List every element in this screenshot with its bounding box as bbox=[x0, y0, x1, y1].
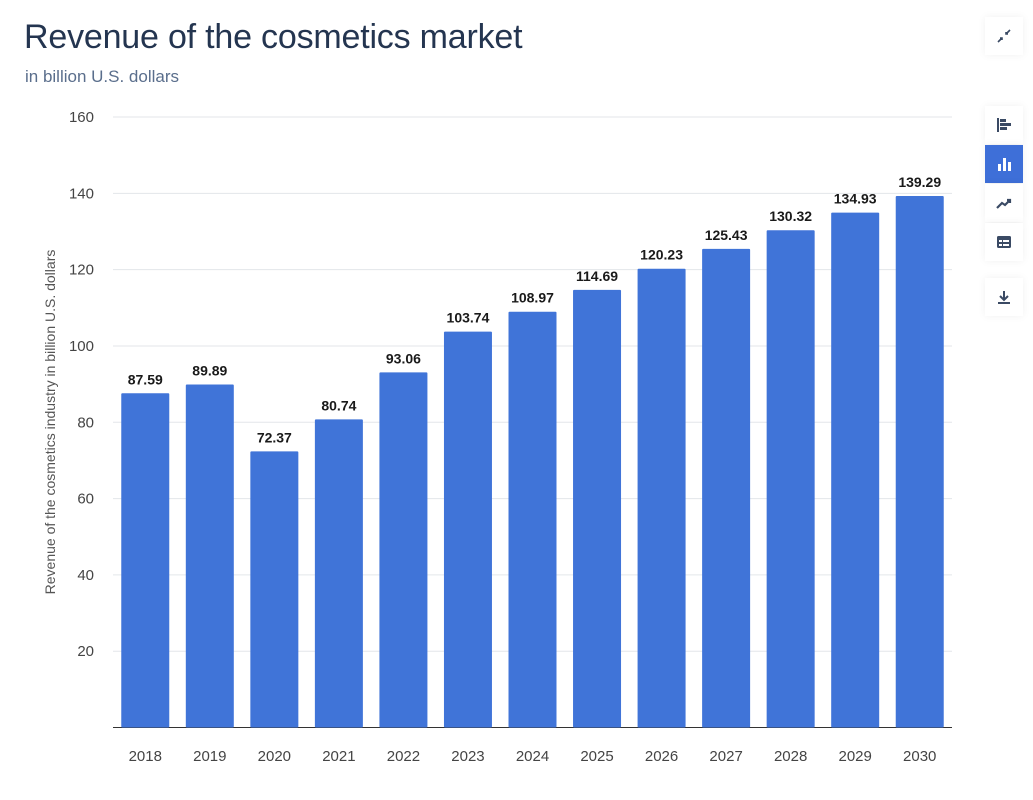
bar bbox=[443, 331, 492, 728]
download-button[interactable] bbox=[985, 278, 1023, 316]
y-axis-label: Revenue of the cosmetics industry in bil… bbox=[42, 250, 58, 595]
data-label: 120.23 bbox=[640, 247, 683, 263]
data-label: 130.32 bbox=[769, 208, 812, 224]
bar bbox=[573, 289, 622, 728]
x-tick-label: 2022 bbox=[387, 748, 420, 765]
x-tick-label: 2027 bbox=[709, 748, 742, 765]
bar bbox=[637, 268, 686, 728]
data-label: 72.37 bbox=[257, 429, 292, 445]
bar bbox=[766, 230, 815, 728]
x-tick-label: 2028 bbox=[774, 748, 807, 765]
table-icon bbox=[997, 236, 1011, 248]
x-tick-label: 2020 bbox=[258, 748, 291, 765]
chart-subtitle: in billion U.S. dollars bbox=[25, 67, 180, 86]
bar bbox=[250, 451, 299, 728]
collapse-button[interactable] bbox=[985, 17, 1023, 55]
bar bbox=[121, 393, 170, 728]
data-label: 134.93 bbox=[834, 191, 877, 207]
y-tick-label: 120 bbox=[69, 262, 94, 279]
data-label: 80.74 bbox=[321, 397, 356, 413]
x-tick-label: 2021 bbox=[322, 748, 355, 765]
data-label: 114.69 bbox=[576, 268, 618, 284]
bar bbox=[185, 384, 234, 728]
bar-chart-icon bbox=[998, 158, 1011, 171]
y-tick-label: 80 bbox=[77, 414, 94, 431]
bar bbox=[895, 196, 944, 728]
y-tick-label: 140 bbox=[69, 185, 94, 202]
bar-chart: 20 40 60 80 100 120 140 160 87.59 2018 89.89 2019 72… bbox=[42, 109, 952, 765]
bar bbox=[314, 419, 363, 728]
y-tick-label: 160 bbox=[69, 109, 94, 126]
line-chart-icon bbox=[996, 198, 1012, 209]
download-icon bbox=[998, 291, 1010, 304]
bar bbox=[831, 212, 880, 728]
bar bbox=[379, 372, 428, 728]
x-tick-label: 2025 bbox=[580, 748, 613, 765]
data-label: 89.89 bbox=[192, 363, 227, 379]
horizontal-bar-chart-button[interactable] bbox=[985, 106, 1023, 144]
data-label: 93.06 bbox=[386, 350, 421, 366]
data-label: 103.74 bbox=[447, 310, 490, 326]
table-button[interactable] bbox=[985, 223, 1023, 261]
data-label: 139.29 bbox=[898, 174, 941, 190]
y-tick-label: 40 bbox=[77, 567, 94, 584]
data-label: 108.97 bbox=[511, 290, 554, 306]
bar bbox=[702, 248, 751, 728]
x-tick-label: 2019 bbox=[193, 748, 226, 765]
x-tick-label: 2023 bbox=[451, 748, 484, 765]
x-tick-label: 2029 bbox=[839, 748, 872, 765]
x-tick-label: 2030 bbox=[903, 748, 936, 765]
x-tick-label: 2026 bbox=[645, 748, 678, 765]
horizontal-bar-chart-icon bbox=[997, 118, 1011, 132]
y-tick-label: 100 bbox=[69, 338, 94, 355]
x-tick-label: 2018 bbox=[129, 748, 162, 765]
chart-title: Revenue of the cosmetics market bbox=[24, 18, 523, 56]
data-label: 87.59 bbox=[128, 371, 163, 387]
x-tick-label: 2024 bbox=[516, 748, 549, 765]
line-chart-button[interactable] bbox=[985, 184, 1023, 222]
collapse-icon bbox=[997, 29, 1011, 43]
y-tick-label: 20 bbox=[77, 643, 94, 660]
y-tick-label: 60 bbox=[77, 491, 94, 508]
bar-chart-button[interactable] bbox=[985, 145, 1023, 183]
bar bbox=[508, 311, 557, 728]
data-label: 125.43 bbox=[705, 227, 748, 243]
